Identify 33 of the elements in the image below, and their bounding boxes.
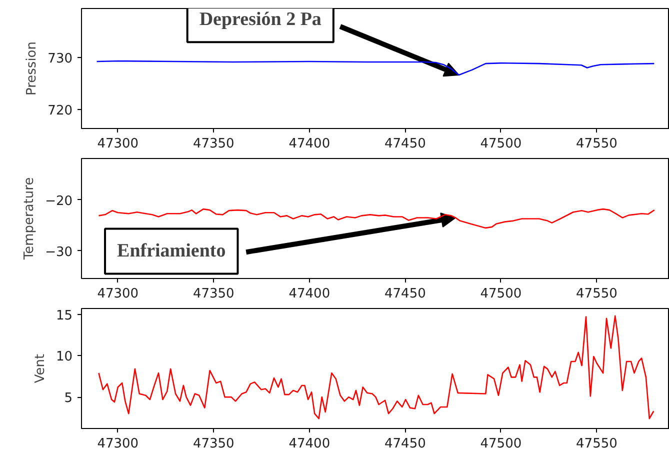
x-tick-label: 47450 [384,286,426,302]
x-tick-label: 47300 [97,136,139,152]
x-tick-label: 47300 [97,286,139,302]
x-tick-label: 47350 [192,136,234,152]
y-axis-title: Vent [32,354,48,384]
x-tick-label: 47400 [288,286,330,302]
x-tick-label: 47450 [384,436,426,452]
y-tick-label: 720 [48,103,73,118]
line-series [98,315,654,420]
y-tick-label: −20 [45,194,73,209]
annotation: Depresión 2 Pa [199,9,322,30]
x-tick-label: 47450 [384,136,426,152]
y-axis-title: Pression [24,41,40,96]
x-tick-label: 47350 [192,436,234,452]
annotation: Enfriamiento [117,240,226,262]
x-tick-label: 47550 [576,136,618,152]
x-tick-label: 47350 [192,286,234,302]
x-tick-label: 47300 [97,436,139,452]
line-series [98,208,656,229]
y-axis-title: Temperature [22,177,38,261]
x-tick-label: 47550 [576,436,618,452]
y-tick-label: 10 [56,350,73,365]
x-tick-label: 47500 [480,136,522,152]
y-tick-label: 5 [64,391,73,406]
x-tick-label: 47550 [576,286,618,302]
line-series [96,60,655,77]
x-tick-label: 47400 [288,436,330,452]
x-tick-label: 47500 [480,436,522,452]
y-tick-label: −30 [45,244,73,260]
y-tick-label: 730 [48,51,73,66]
y-tick-label: 15 [56,308,73,324]
x-tick-label: 47500 [480,286,522,302]
x-tick-label: 47400 [288,136,330,152]
